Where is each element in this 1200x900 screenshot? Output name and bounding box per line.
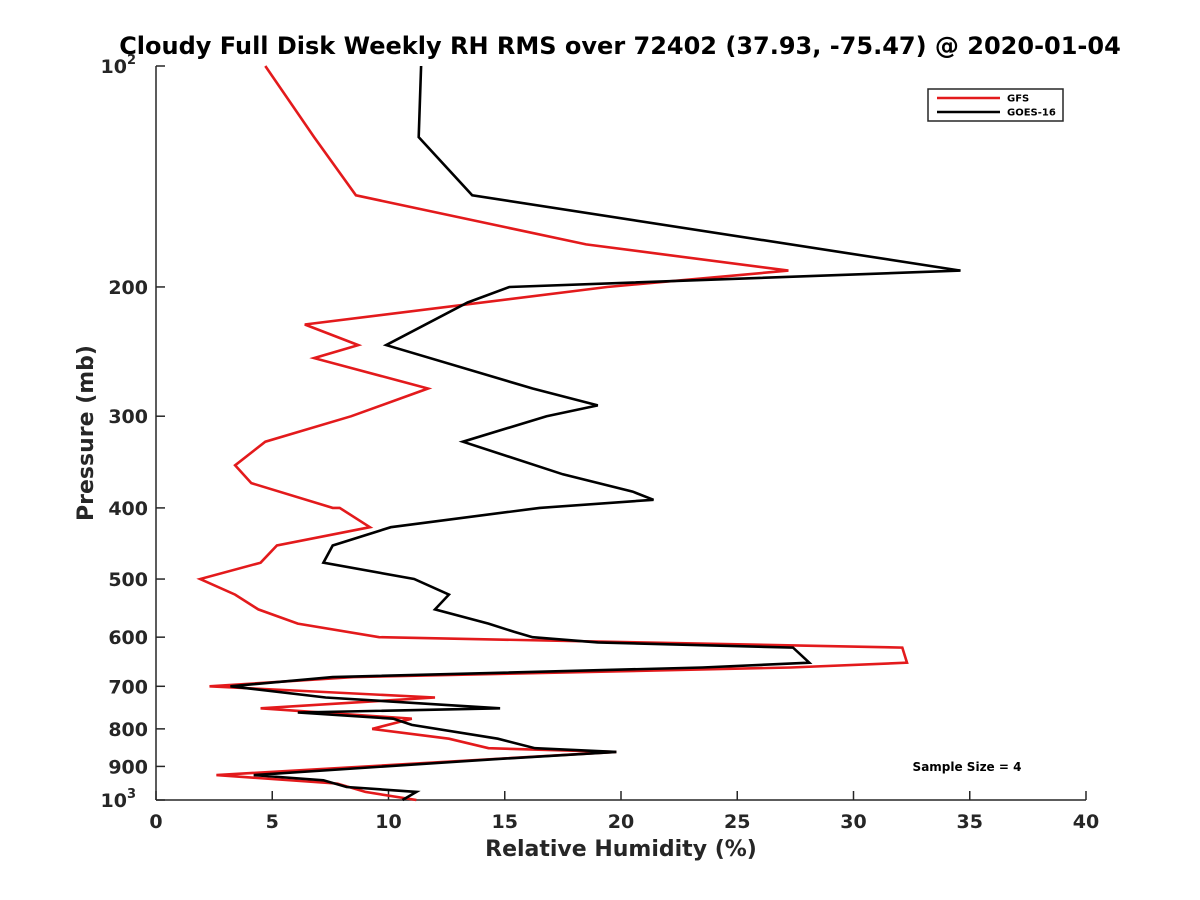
y-axis-label: Pressure (mb) [74,345,99,521]
x-tick-label: 10 [375,811,401,833]
legend-label: GFS [1007,94,1029,105]
y-tick-label: 102 [101,53,137,78]
y-tick-label: 500 [108,569,148,591]
legend-label: GOES-16 [1007,108,1056,119]
series-lines [196,65,961,802]
y-axis-ticks: 102 200 300 400 500 600 700 800 900 103 [101,53,165,812]
y-tick-label: 800 [108,719,148,741]
x-tick-label: 0 [149,811,162,833]
legend: GFS GOES-16 [927,88,1064,122]
legend-box [927,88,1064,122]
y-tick-label: 900 [108,756,148,778]
x-tick-label: 5 [266,811,279,833]
series-line-gfs [196,65,909,802]
x-tick-label: 20 [608,811,634,833]
y-tick-label: 300 [108,406,148,428]
y-tick-label: 103 [101,787,137,812]
x-tick-label: 25 [724,811,750,833]
series-line-goes-16 [230,65,961,802]
y-tick-label: 200 [108,277,148,299]
x-tick-label: 35 [957,811,983,833]
x-tick-label: 40 [1073,811,1099,833]
sample-size-annotation: Sample Size = 4 [913,760,1022,774]
x-tick-label: 15 [492,811,518,833]
y-tick-label: 400 [108,498,148,520]
chart-title: Cloudy Full Disk Weekly RH RMS over 7240… [119,32,1121,60]
y-tick-label: 600 [108,627,148,649]
y-tick-label: 700 [108,676,148,698]
x-axis-label: Relative Humidity (%) [485,837,757,862]
x-tick-label: 30 [840,811,866,833]
x-axis-ticks: 0 5 10 15 20 25 30 35 40 [149,791,1099,833]
